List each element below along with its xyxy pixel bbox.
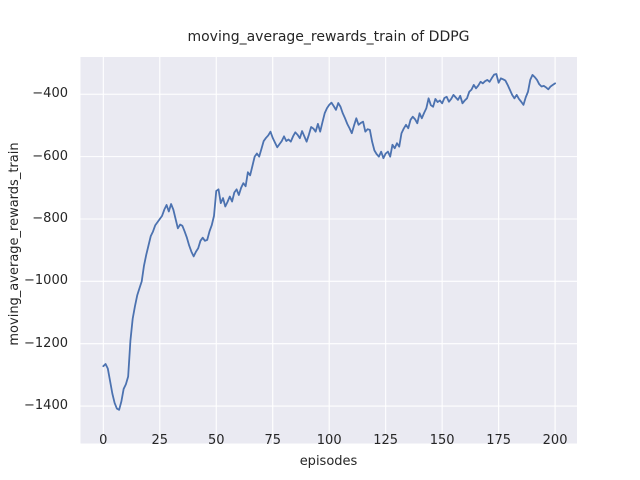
x-tick-label: 200 [542,433,568,448]
x-tick-label: 25 [151,433,169,448]
y-tick-label: −600 [32,148,68,164]
x-tick-label: 100 [316,433,342,448]
y-tick-label: −800 [32,210,68,226]
y-axis-label: moving_average_rewards_train [7,142,22,346]
y-tick-label: −1200 [24,335,68,351]
x-tick-label: 175 [486,433,512,448]
x-axis-label: episodes [299,454,358,469]
x-tick-label: 150 [429,433,455,448]
series-line [102,73,556,411]
y-tick-label: −1400 [24,398,68,414]
y-tick-label: −400 [32,86,68,102]
x-tick-label: 75 [264,433,281,448]
x-tick-label: 0 [99,433,108,448]
x-tick-label: 125 [373,433,399,448]
x-tick-label: 50 [207,433,225,448]
y-tick-label: −1000 [24,273,68,289]
chart-title: moving_average_rewards_train of DDPG [187,29,470,45]
